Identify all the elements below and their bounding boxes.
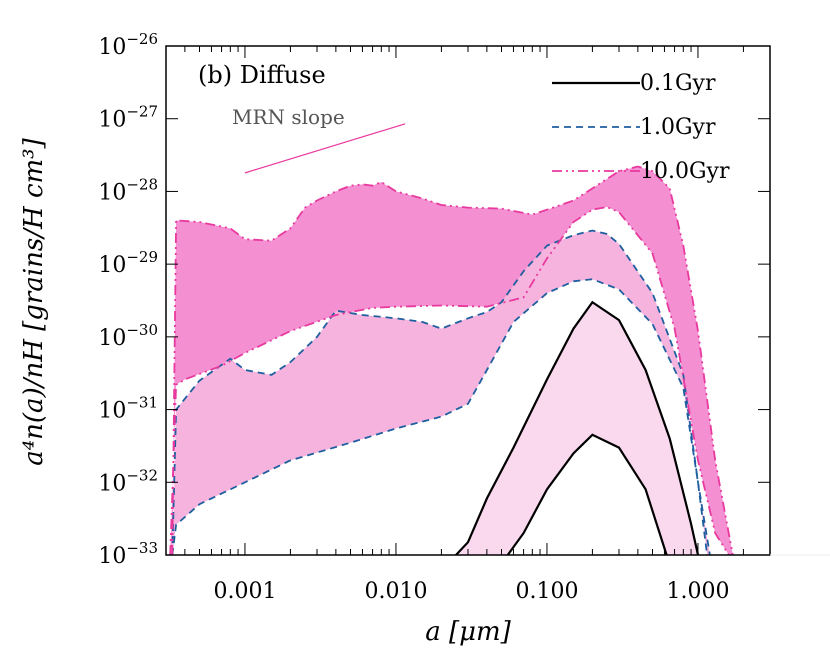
y-tick-label: 10−28 (98, 175, 158, 205)
y-tick-label: 10−33 (98, 539, 158, 569)
y-tick-label: 10−30 (98, 321, 158, 351)
y-tick-label: 10−32 (98, 466, 158, 496)
annotation-label: MRN slope (232, 105, 345, 129)
legend-label: 1.0Gyr (640, 115, 716, 140)
legend-label: 10.0Gyr (640, 159, 730, 184)
band-series-1 (172, 230, 710, 555)
line-series-2-upper (171, 165, 734, 555)
x-axis-title: a [μm] (425, 617, 511, 647)
line-series-2-lower (169, 206, 730, 555)
band-series-2 (170, 166, 733, 555)
line-series-0-upper (455, 300, 700, 555)
panel-label: (b) Diffuse (198, 61, 326, 89)
line-series-1-upper (171, 229, 711, 555)
bands-layer (170, 166, 733, 555)
legend: 0.1Gyr 1.0Gyr 10.0Gyr (552, 71, 730, 184)
x-tick-label: 0.010 (364, 579, 427, 604)
x-tick-label: 0.100 (515, 579, 578, 604)
mrn-slope-line (244, 123, 406, 174)
x-tick-label: 1.000 (666, 579, 729, 604)
y-axis-title: a⁴n(a)/nH [grains/H cm³] (19, 137, 49, 465)
legend-label: 0.1Gyr (640, 71, 716, 96)
x-tick-label: 0.001 (213, 579, 276, 604)
band-series-0 (456, 302, 698, 555)
line-series-0-lower (506, 433, 668, 555)
annotation-layer (244, 123, 406, 174)
y-tick-label: 10−31 (98, 394, 158, 424)
lines-layer (169, 165, 734, 555)
y-tick-label: 10−27 (98, 103, 158, 133)
line-series-1-lower (171, 278, 708, 555)
y-tick-label: 10−26 (98, 30, 158, 60)
y-tick-label: 10−29 (98, 248, 158, 278)
